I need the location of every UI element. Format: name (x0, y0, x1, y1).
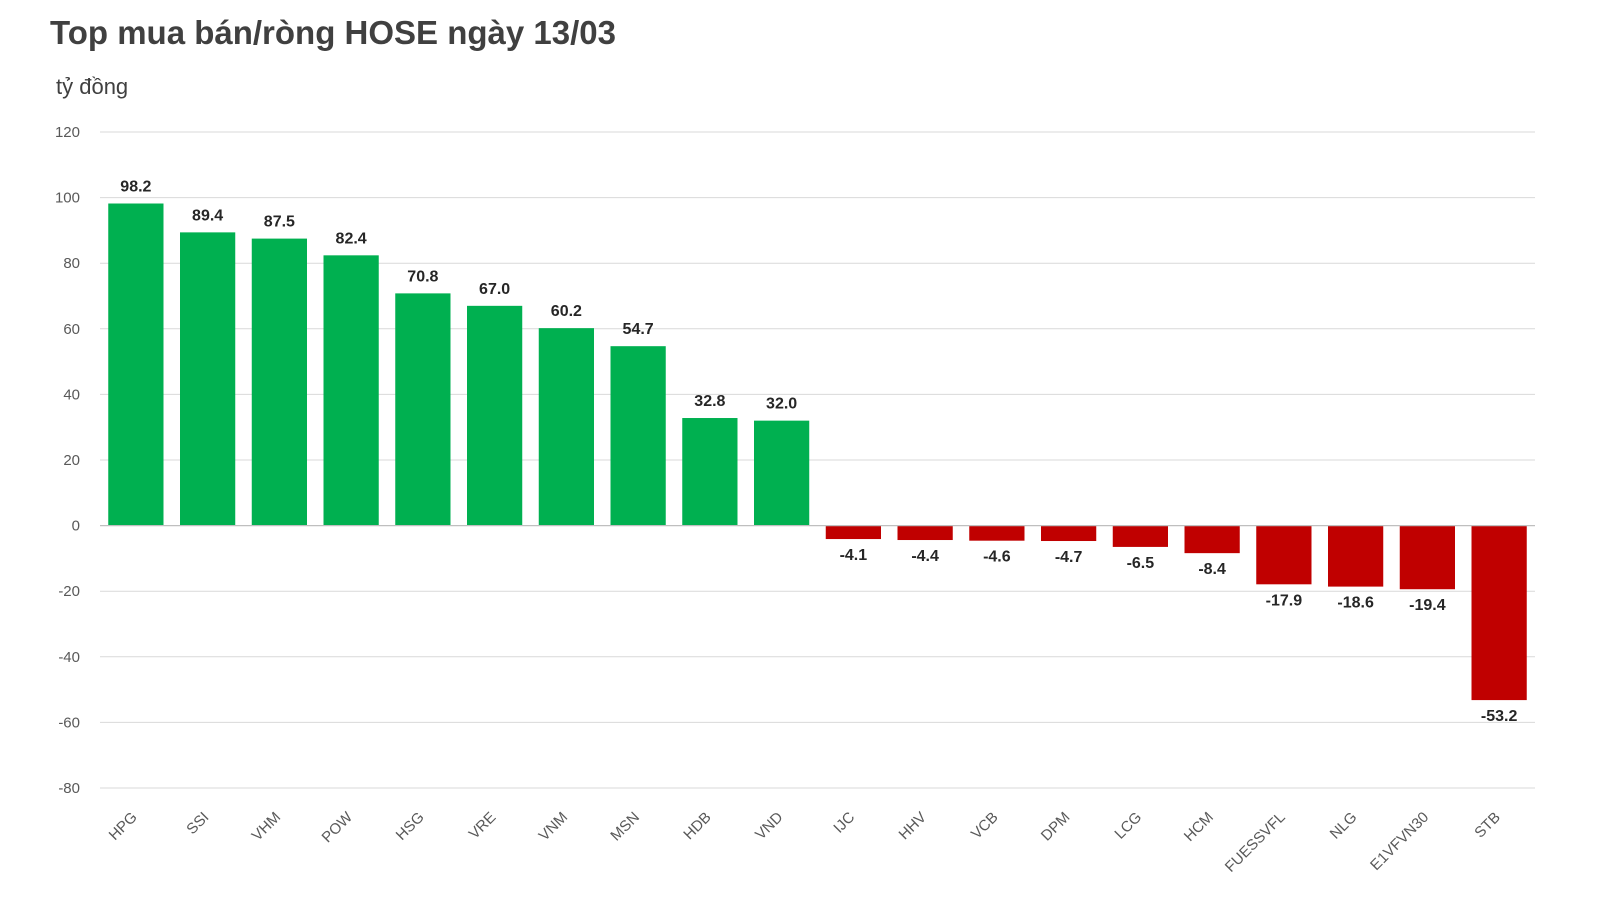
data-label: -18.6 (1337, 595, 1374, 612)
bar-vre (467, 305, 523, 526)
category-label: POW (319, 808, 357, 846)
data-label: 67.0 (479, 281, 510, 298)
y-tick-label: -20 (58, 583, 80, 600)
data-label: 32.8 (694, 393, 725, 410)
bar-pow (323, 255, 379, 526)
bar-fuessvfl (1256, 525, 1312, 585)
bar-dpm (1041, 525, 1097, 542)
y-axis-unit-label: tỷ đồng (56, 74, 129, 99)
y-tick-label: 40 (63, 386, 80, 403)
data-label: -17.9 (1266, 592, 1303, 609)
y-tick-label: 0 (72, 518, 80, 535)
category-label: LCG (1111, 809, 1145, 843)
data-label: -4.6 (983, 549, 1011, 566)
category-label: FUESSVFL (1222, 809, 1289, 876)
y-tick-label: -40 (58, 649, 80, 666)
category-label: HPG (106, 809, 141, 844)
bar-lcg (1112, 525, 1168, 547)
data-label: -4.7 (1055, 549, 1083, 566)
data-label: -19.4 (1409, 597, 1446, 614)
y-tick-label: 60 (63, 321, 80, 338)
data-label: 87.5 (264, 214, 295, 231)
data-labels: 98.2 89.4 87.5 82.4 70.8 67.0 60.2 54.7 32.8 32.0… (120, 179, 1517, 726)
chart-title: Top mua bán/ròng HOSE ngày 13/03 (50, 14, 616, 51)
data-label: -4.1 (840, 547, 868, 564)
y-tick-label: 20 (63, 452, 80, 469)
data-label: -6.5 (1127, 555, 1155, 572)
gridlines (100, 131, 1535, 789)
category-label: E1VFVN30 (1367, 809, 1432, 874)
category-label: NLG (1327, 809, 1361, 843)
bar-vcb (969, 525, 1025, 541)
bars (108, 203, 1527, 701)
category-label: HHV (896, 809, 930, 843)
y-axis-ticks: -80 -60 -40 -20 0 20 40 60 80 100 120 (55, 124, 80, 797)
category-label: HSG (393, 809, 428, 844)
bar-e1vfvn30 (1399, 525, 1455, 590)
data-label: 98.2 (120, 179, 151, 196)
category-label: HDB (680, 809, 714, 843)
bar-hsg (395, 293, 451, 526)
data-label: -4.4 (911, 548, 939, 565)
bar-hhv (897, 525, 953, 541)
category-label: VND (752, 809, 787, 844)
bar-ssi (180, 232, 236, 526)
data-label: 89.4 (192, 207, 223, 224)
bar-hdb (682, 418, 738, 526)
category-label: IJC (830, 809, 858, 837)
bar-vnd (754, 420, 810, 526)
bar-hpg (108, 203, 164, 526)
bar-msn (610, 346, 666, 526)
data-label: -53.2 (1481, 708, 1518, 725)
data-label: 32.0 (766, 396, 797, 413)
y-tick-label: 80 (63, 255, 80, 272)
category-label: STB (1471, 809, 1504, 842)
x-axis-categories: HPG SSI VHM POW HSG VRE VNM MSN HDB VND IJC HHV VCB D… (106, 808, 1504, 875)
category-label: VHM (249, 809, 285, 845)
category-label: VRE (466, 809, 500, 843)
data-label: 54.7 (623, 321, 654, 338)
bar-hcm (1184, 525, 1240, 554)
category-label: VCB (968, 809, 1002, 843)
y-tick-label: 120 (55, 124, 80, 141)
bar-ijc (825, 525, 881, 540)
y-tick-label: -80 (58, 780, 80, 797)
category-label: SSI (183, 809, 212, 838)
data-label: 60.2 (551, 303, 582, 320)
category-label: DPM (1038, 809, 1074, 845)
y-tick-label: 100 (55, 190, 80, 207)
category-label: MSN (607, 809, 643, 845)
data-label: -8.4 (1198, 561, 1226, 578)
bar-stb (1471, 525, 1527, 701)
data-label: 82.4 (336, 230, 367, 247)
category-label: VNM (536, 809, 572, 845)
category-label: HCM (1181, 809, 1217, 845)
bar-vhm (251, 238, 307, 526)
data-label: 70.8 (407, 268, 438, 285)
bar-vnm (538, 328, 594, 526)
bar-nlg (1328, 525, 1384, 587)
y-tick-label: -60 (58, 714, 80, 731)
